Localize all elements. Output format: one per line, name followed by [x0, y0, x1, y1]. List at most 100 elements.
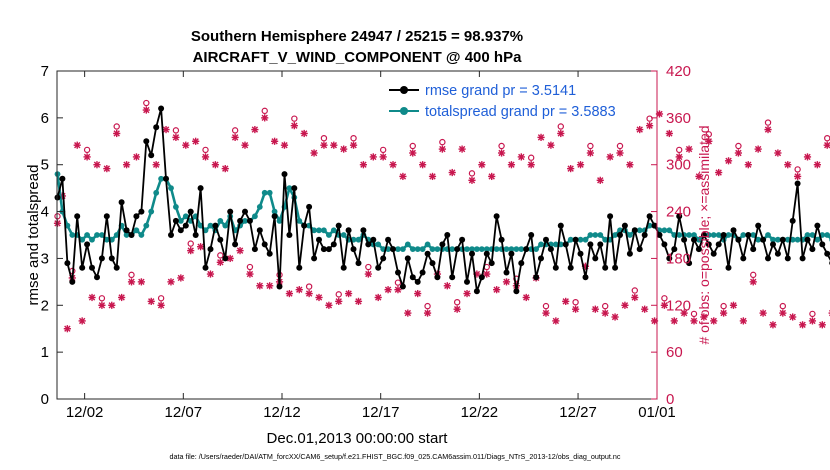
- asterisk-stroke: [606, 153, 614, 161]
- asterisk-stroke: [444, 282, 451, 289]
- totalspread-point: [217, 218, 224, 224]
- obs-possible-point: [527, 154, 535, 161]
- rmse-point: [320, 246, 327, 253]
- asterisk-stroke: [636, 126, 643, 133]
- totalspread-point: [508, 246, 515, 253]
- asterisk-stroke: [720, 309, 727, 317]
- obs-assimilated-point: [700, 313, 708, 321]
- rmse-point: [631, 227, 638, 234]
- rmse-point: [360, 227, 367, 234]
- rmse-point: [325, 246, 332, 253]
- obs-possible-point: [409, 142, 416, 150]
- asterisk-stroke: [779, 309, 787, 317]
- totalspread-point: [464, 246, 470, 253]
- obs-assimilated-point: [483, 270, 491, 278]
- asterisk-stroke: [384, 286, 392, 293]
- x-tick-label: 12/22: [461, 404, 499, 421]
- totalspread-point: [69, 232, 76, 238]
- obs-possible-point: [98, 295, 106, 302]
- asterisk-stroke: [735, 149, 742, 157]
- obs-assimilated-point: [798, 321, 807, 329]
- obs-possible-point: [217, 252, 224, 259]
- rmse-point: [784, 255, 791, 262]
- rmse-point: [84, 241, 91, 248]
- asterisk-stroke: [365, 270, 372, 278]
- obs-assimilated-point: [641, 305, 649, 313]
- asterisk-stroke: [226, 255, 234, 262]
- asterisk-stroke: [335, 298, 342, 305]
- rmse-point: [774, 250, 781, 257]
- asterisk-stroke: [527, 161, 535, 168]
- asterisk-stroke: [705, 138, 713, 145]
- obs-assimilated-point: [118, 293, 126, 302]
- obs-possible-point: [661, 295, 668, 302]
- obs-assimilated-point: [221, 165, 229, 173]
- rmse-point: [79, 264, 86, 271]
- rmse-point: [207, 246, 214, 253]
- obs-assimilated-point: [729, 301, 738, 309]
- obs-assimilated-point: [571, 305, 580, 313]
- obs-assimilated-point: [542, 309, 550, 317]
- obs-assimilated-point: [266, 282, 274, 290]
- obs-assimilated-point: [157, 301, 165, 309]
- x-tick-label: 01/01: [638, 404, 676, 421]
- obs-assimilated-point: [626, 161, 634, 169]
- rmse-point: [177, 227, 184, 234]
- obs-possible-point: [202, 146, 209, 154]
- obs-assimilated-point: [147, 297, 155, 305]
- rmse-point: [414, 278, 421, 285]
- rmse-point: [503, 269, 510, 276]
- asterisk-stroke: [710, 317, 717, 325]
- totalspread-point: [242, 218, 248, 224]
- obs-assimilated-point: [443, 282, 451, 290]
- rmse-point: [108, 255, 115, 262]
- rmse-point: [661, 241, 668, 248]
- obs-assimilated-point: [300, 129, 308, 138]
- totalspread-point: [666, 227, 673, 234]
- obs-assimilated-point: [201, 153, 210, 161]
- y-right-tick-label: 360: [666, 110, 691, 127]
- obs-assimilated-point: [226, 254, 234, 263]
- asterisk-stroke: [103, 165, 111, 172]
- rmse-point: [617, 232, 623, 238]
- obs-assimilated-point: [784, 161, 792, 169]
- rmse-point: [168, 232, 174, 238]
- rmse-point: [103, 213, 110, 220]
- totalspread-point: [123, 232, 130, 238]
- totalspread-point: [636, 227, 643, 234]
- asterisk-stroke: [291, 122, 298, 129]
- obs-assimilated-point: [645, 122, 654, 130]
- asterisk-stroke: [325, 302, 333, 309]
- asterisk-stroke: [611, 313, 619, 321]
- obs-assimilated-point: [335, 297, 343, 305]
- asterisk-stroke: [310, 149, 318, 157]
- obs-assimilated-point: [438, 145, 446, 153]
- obs-possible-point: [557, 123, 564, 130]
- obs-assimilated-point: [369, 153, 377, 161]
- y-axis-label: rmse and totalspread: [25, 165, 42, 306]
- obs-assimilated-point: [423, 309, 432, 317]
- obs-assimilated-point: [389, 161, 397, 169]
- obs-assimilated-point: [349, 141, 358, 149]
- obs-assimilated-point: [769, 321, 777, 329]
- asterisk-stroke: [769, 321, 777, 329]
- totalspread-point: [414, 246, 421, 253]
- totalspread-point: [705, 232, 712, 238]
- rmse-point: [246, 217, 253, 224]
- rmse-point: [819, 241, 826, 248]
- obs-possible-point: [587, 142, 594, 150]
- obs-assimilated-point: [739, 317, 747, 325]
- rmse-series: [54, 105, 830, 295]
- obs-possible-point: [335, 291, 342, 298]
- rmse-point: [153, 124, 160, 131]
- asterisk-stroke: [340, 145, 347, 153]
- rmse-point: [69, 278, 76, 285]
- obs-assimilated-point: [419, 161, 427, 169]
- totalspread-point: [138, 232, 145, 238]
- rmse-point: [646, 213, 653, 220]
- obs-possible-point: [187, 240, 194, 247]
- asterisk-stroke: [671, 317, 678, 325]
- obs-assimilated-point: [517, 153, 525, 161]
- totalspread-point: [518, 246, 525, 253]
- asterisk-stroke: [774, 149, 782, 157]
